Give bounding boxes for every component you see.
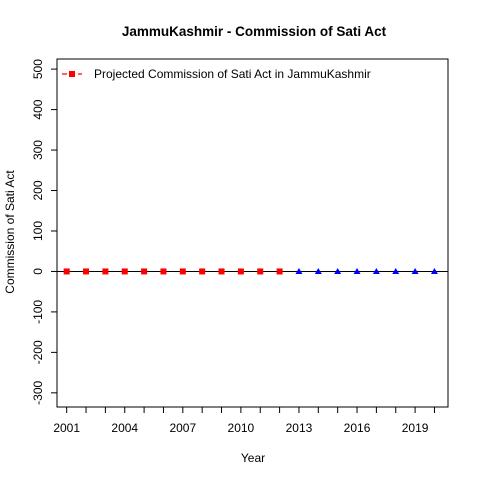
- y-tick-label: -300: [31, 381, 45, 405]
- chart-title: JammuKashmir - Commission of Sati Act: [122, 24, 387, 39]
- data-point-triangle: [353, 267, 361, 274]
- y-tick-label: 100: [31, 221, 45, 241]
- plot-frame: [56, 58, 449, 408]
- data-point-square: [179, 268, 186, 275]
- data-point-square: [199, 268, 206, 275]
- data-point-square: [63, 268, 70, 275]
- y-tick-label: 300: [31, 140, 45, 160]
- x-tick-label: 2019: [402, 421, 429, 435]
- legend-label: Projected Commission of Sati Act in Jamm…: [94, 67, 371, 81]
- x-axis-label: Year: [241, 451, 265, 465]
- y-tick-label: -200: [31, 340, 45, 364]
- data-point-square: [257, 268, 264, 275]
- data-point-triangle: [392, 267, 400, 274]
- data-point-triangle: [372, 267, 380, 274]
- data-point-triangle: [314, 267, 322, 274]
- data-point-triangle: [430, 267, 438, 274]
- y-tick-label: 400: [31, 99, 45, 119]
- data-point-square: [102, 268, 109, 275]
- data-point-triangle: [334, 267, 342, 274]
- y-axis: -300 -200 -100 0 100 200 300 400 500: [31, 59, 57, 405]
- x-tick-label: 2013: [286, 421, 313, 435]
- x-tick-label: 2010: [228, 421, 255, 435]
- y-tick-label: 0: [31, 268, 45, 275]
- data-points: [63, 267, 438, 275]
- legend-marker: [69, 71, 75, 77]
- y-tick-label: 500: [31, 59, 45, 79]
- y-tick-label: -100: [31, 300, 45, 324]
- legend: Projected Commission of Sati Act in Jamm…: [62, 67, 371, 81]
- data-point-square: [237, 268, 244, 275]
- data-point-triangle: [411, 267, 419, 274]
- data-point-square: [83, 268, 90, 275]
- data-point-square: [160, 268, 167, 275]
- data-point-square: [141, 268, 148, 275]
- x-tick-label: 2001: [53, 421, 80, 435]
- x-tick-label: 2016: [344, 421, 371, 435]
- x-tick-label: 2007: [169, 421, 196, 435]
- data-point-square: [218, 268, 225, 275]
- x-axis: 2001 2004 2007 2010 2013 2016 2019: [53, 407, 435, 435]
- y-axis-label: Commission of Sati Act: [3, 170, 17, 294]
- y-tick-label: 200: [31, 180, 45, 200]
- data-point-triangle: [295, 267, 303, 274]
- data-point-square: [121, 268, 128, 275]
- x-tick-label: 2004: [111, 421, 138, 435]
- data-point-square: [276, 268, 283, 275]
